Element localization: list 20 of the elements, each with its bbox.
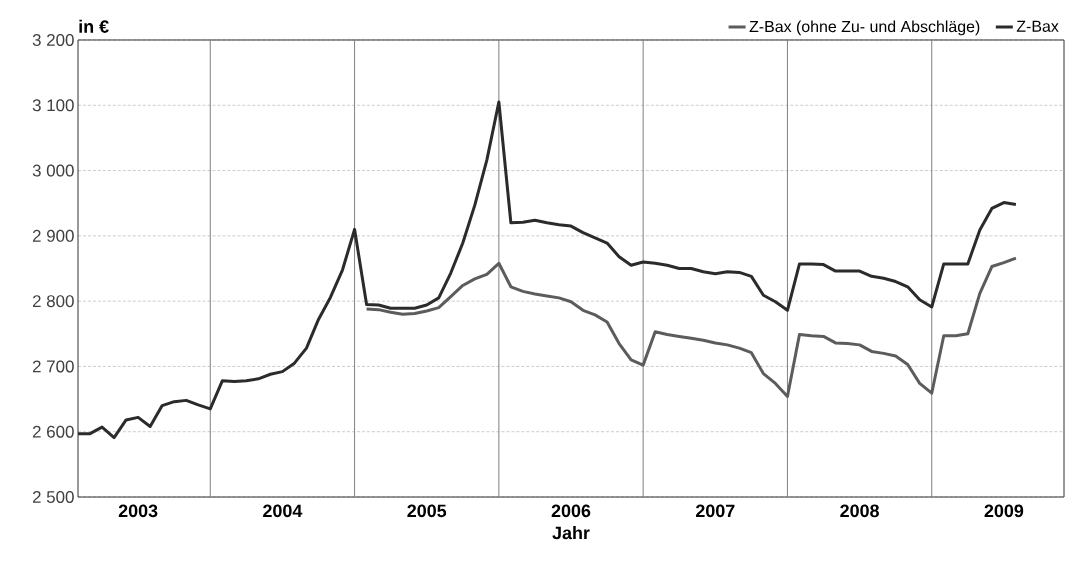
x-tick-label: 2007 [695, 504, 735, 518]
y-tick-label: 3 100 [32, 99, 74, 112]
y-axis-title: in € [79, 19, 109, 33]
y-tick-label: 2 800 [32, 295, 74, 308]
y-tick-label: 2 600 [32, 425, 74, 438]
x-tick-label: 2003 [118, 504, 158, 518]
x-axis-title: Jahr [552, 526, 590, 540]
y-tick-label: 3 200 [32, 34, 74, 46]
y-tick-label: 2 700 [32, 360, 74, 373]
x-tick-label: 2009 [984, 504, 1024, 518]
legend-label: Z-Bax [1016, 20, 1059, 32]
x-tick-label: 2008 [840, 504, 879, 518]
x-tick-label: 2004 [263, 504, 303, 518]
y-tick-label: 2 900 [32, 229, 74, 242]
y-tick-label: 2 500 [32, 491, 74, 503]
legend-label: Z-Bax (ohne Zu- und Abschläge) [749, 20, 980, 36]
y-tick-label: 3 000 [32, 164, 74, 177]
x-tick-label: 2006 [551, 504, 591, 518]
line-series [365, 256, 1018, 398]
x-tick-label: 2005 [407, 504, 447, 518]
